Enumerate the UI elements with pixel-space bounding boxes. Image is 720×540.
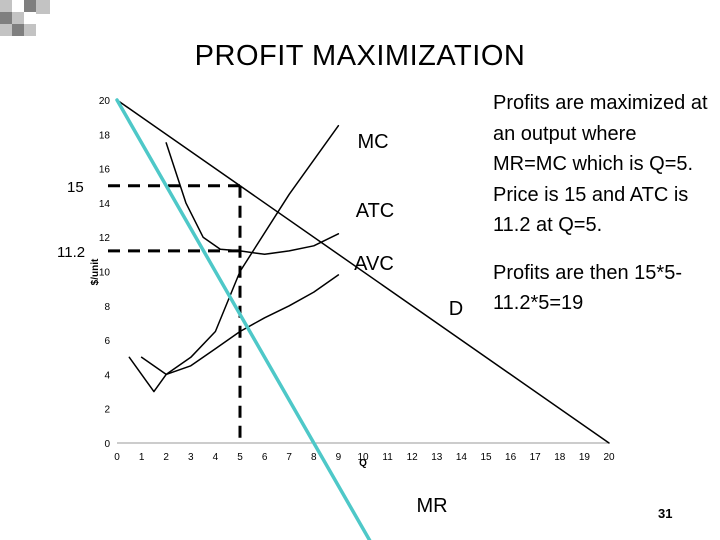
label-mr: MR — [416, 495, 447, 517]
deco-square-4 — [36, 0, 50, 14]
y-tick-label-4: 4 — [104, 370, 110, 381]
x-tick-label-14: 14 — [456, 452, 468, 463]
y-tick-label-16: 16 — [99, 165, 111, 176]
deco-square-8 — [12, 24, 24, 36]
x-tick-label-9: 9 — [336, 452, 342, 463]
x-tick-label-10: 10 — [357, 452, 369, 463]
y-tick-label-10: 10 — [99, 268, 111, 279]
label-atc: ATC — [356, 200, 395, 222]
curve-atc — [165, 142, 340, 256]
deco-square-9 — [0, 24, 12, 36]
x-tick-label-1: 1 — [139, 452, 145, 463]
y-tick-label-12: 12 — [99, 233, 111, 244]
x-tick-label-18: 18 — [554, 452, 566, 463]
deco-square-2 — [12, 0, 24, 12]
y-tick-label-14: 14 — [99, 199, 111, 210]
deco-square-3 — [24, 0, 36, 12]
page-title: PROFIT MAXIMIZATION — [194, 40, 526, 72]
atc-label: 11.2 — [57, 244, 85, 261]
x-axis-title: Q — [359, 458, 367, 469]
explanation-paragraph-2: Profits are then 15*5-11.2*5=19 — [493, 261, 682, 315]
corner-decoration — [0, 0, 50, 36]
curve-d — [116, 99, 610, 444]
curve-avc — [140, 274, 340, 376]
y-tick-label-8: 8 — [104, 302, 110, 313]
y-tick-label-0: 0 — [104, 439, 110, 450]
explanation-paragraph-1: Profits are maximized at an output where… — [493, 92, 708, 236]
deco-square-7 — [24, 12, 36, 24]
y-tick-label-2: 2 — [104, 405, 110, 416]
x-tick-label-6: 6 — [262, 452, 268, 463]
x-tick-label-17: 17 — [530, 452, 542, 463]
x-tick-label-20: 20 — [603, 452, 615, 463]
explanation-text: Profits are maximized at an output where… — [493, 88, 713, 336]
deco-square-10 — [24, 24, 36, 36]
deco-square-6 — [12, 12, 24, 24]
label-mc: MC — [357, 131, 388, 153]
page-number: 31 — [658, 506, 673, 521]
deco-square-1 — [0, 0, 12, 12]
y-tick-label-20: 20 — [99, 96, 111, 107]
label-avc: AVC — [354, 253, 394, 275]
deco-square-5 — [0, 12, 12, 24]
y-tick-label-6: 6 — [104, 336, 110, 347]
curve-mr — [115, 98, 372, 540]
x-tick-label-16: 16 — [505, 452, 517, 463]
x-tick-label-7: 7 — [286, 452, 292, 463]
x-tick-label-15: 15 — [480, 452, 492, 463]
x-tick-label-8: 8 — [311, 452, 317, 463]
label-d: D — [449, 298, 463, 320]
x-tick-label-4: 4 — [213, 452, 219, 463]
x-tick-label-19: 19 — [579, 452, 591, 463]
price-label: 15 — [67, 179, 84, 196]
x-tick-label-0: 0 — [114, 452, 120, 463]
y-axis-title: $/unit — [90, 258, 101, 285]
x-tick-label-12: 12 — [407, 452, 419, 463]
y-tick-label-18: 18 — [99, 130, 111, 141]
x-tick-label-5: 5 — [237, 452, 243, 463]
curve-mc — [128, 124, 340, 393]
x-tick-label-13: 13 — [431, 452, 443, 463]
x-tick-label-3: 3 — [188, 452, 194, 463]
x-tick-label-2: 2 — [163, 452, 169, 463]
x-tick-label-11: 11 — [382, 452, 393, 463]
